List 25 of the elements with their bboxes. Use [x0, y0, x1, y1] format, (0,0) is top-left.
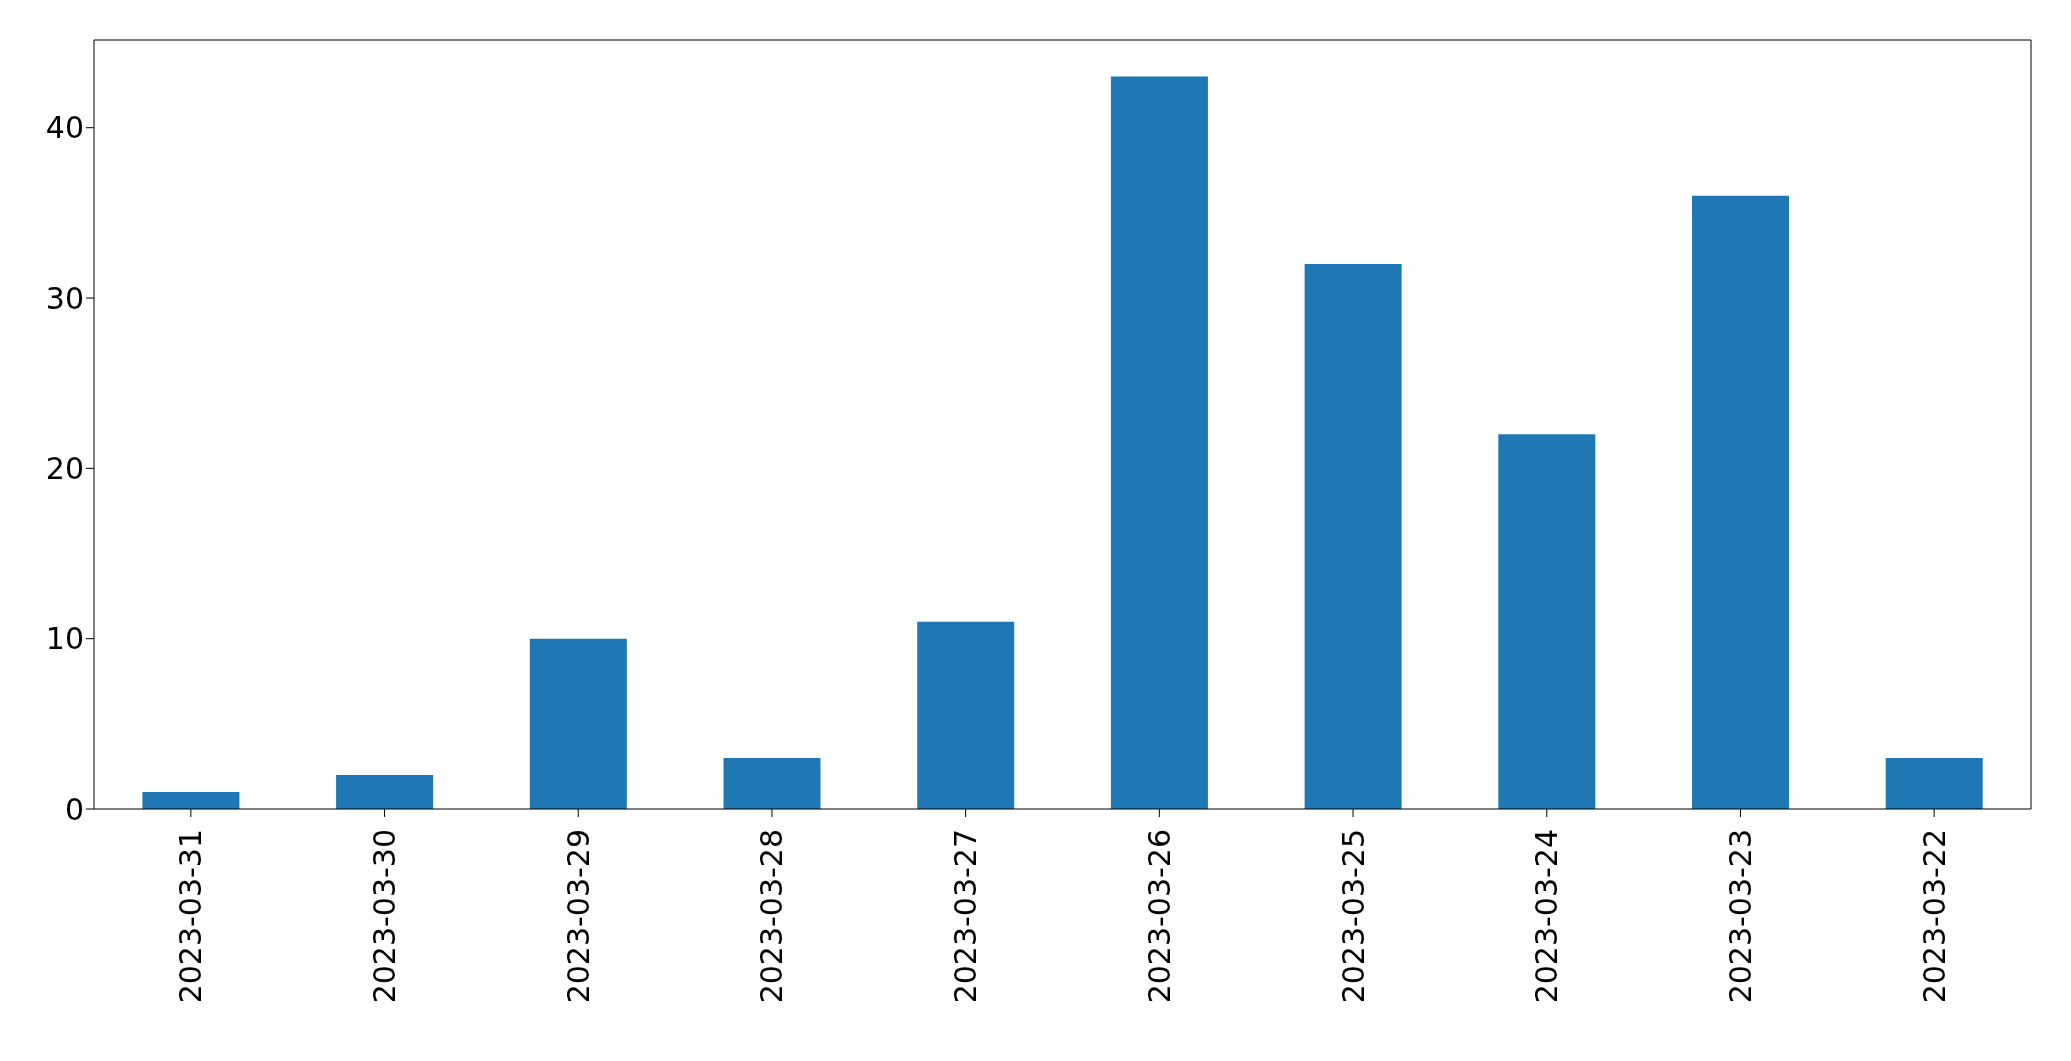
x-tick-label: 2023-03-28 [754, 829, 790, 1004]
bar [1692, 195, 1790, 809]
x-tick-label: 2023-03-26 [1141, 829, 1177, 1004]
bar [1304, 263, 1402, 809]
x-tick-label: 2023-03-22 [1916, 829, 1952, 1004]
x-tick-label: 2023-03-27 [948, 829, 984, 1004]
bar [723, 757, 821, 809]
x-tick-label: 2023-03-24 [1529, 829, 1565, 1004]
x-tick-label: 2023-03-30 [367, 829, 403, 1004]
x-tick-label: 2023-03-31 [173, 829, 209, 1004]
bar [1885, 757, 1983, 809]
y-tick-label: 0 [64, 791, 84, 827]
bar [917, 621, 1015, 809]
bar [529, 638, 627, 809]
bar [1498, 434, 1596, 809]
bar [336, 774, 434, 809]
y-tick-label: 10 [45, 621, 84, 657]
x-tick-label: 2023-03-23 [1722, 829, 1758, 1004]
x-tick-label: 2023-03-25 [1335, 829, 1371, 1004]
y-tick-label: 30 [45, 280, 84, 316]
x-tick-label: 2023-03-29 [560, 829, 596, 1004]
bar [1110, 76, 1208, 809]
y-tick-label: 40 [45, 110, 84, 146]
y-tick-label: 20 [45, 451, 84, 487]
bar [142, 791, 240, 809]
